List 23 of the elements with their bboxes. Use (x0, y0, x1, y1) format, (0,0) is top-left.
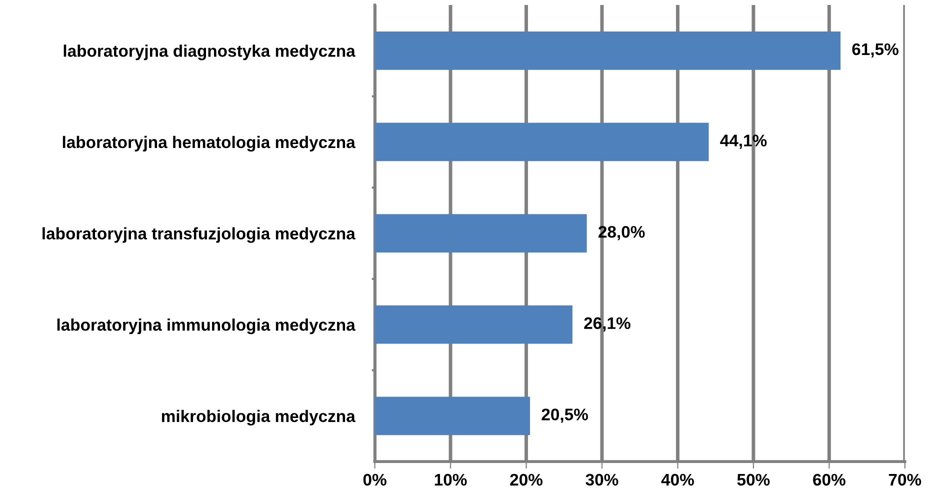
bar (374, 122, 709, 162)
x-tick-label: 20% (510, 474, 542, 486)
x-tick-label: 0% (363, 474, 386, 486)
bar (374, 31, 841, 70)
x-tick-label: 30% (586, 474, 618, 486)
y-tick-label: laboratoryjna immunologia medyczna (57, 318, 356, 334)
data-label: 61,5% (852, 43, 898, 58)
data-label: 44,1% (720, 134, 767, 149)
bar (374, 305, 572, 344)
x-tick-label: 70% (888, 474, 922, 486)
y-tick-label: laboratoryjna diagnostyka medyczna (64, 44, 356, 60)
y-tick-label: laboratoryjna hematologia medyczna (62, 136, 356, 152)
data-label: 20,5% (542, 408, 588, 423)
y-tick-label: laboratoryjna transfuzjologia medyczna (42, 227, 356, 243)
data-label: 28,0% (598, 226, 645, 240)
x-tick-label: 10% (434, 474, 467, 486)
x-tick-label: 40% (661, 474, 694, 486)
x-tick-label: 50% (737, 474, 770, 486)
y-tick-label: mikrobiologia medyczna (162, 410, 356, 426)
data-label: 26,1% (584, 317, 630, 332)
x-tick-label: 60% (813, 474, 846, 486)
bar (374, 396, 530, 436)
bar (374, 214, 587, 252)
